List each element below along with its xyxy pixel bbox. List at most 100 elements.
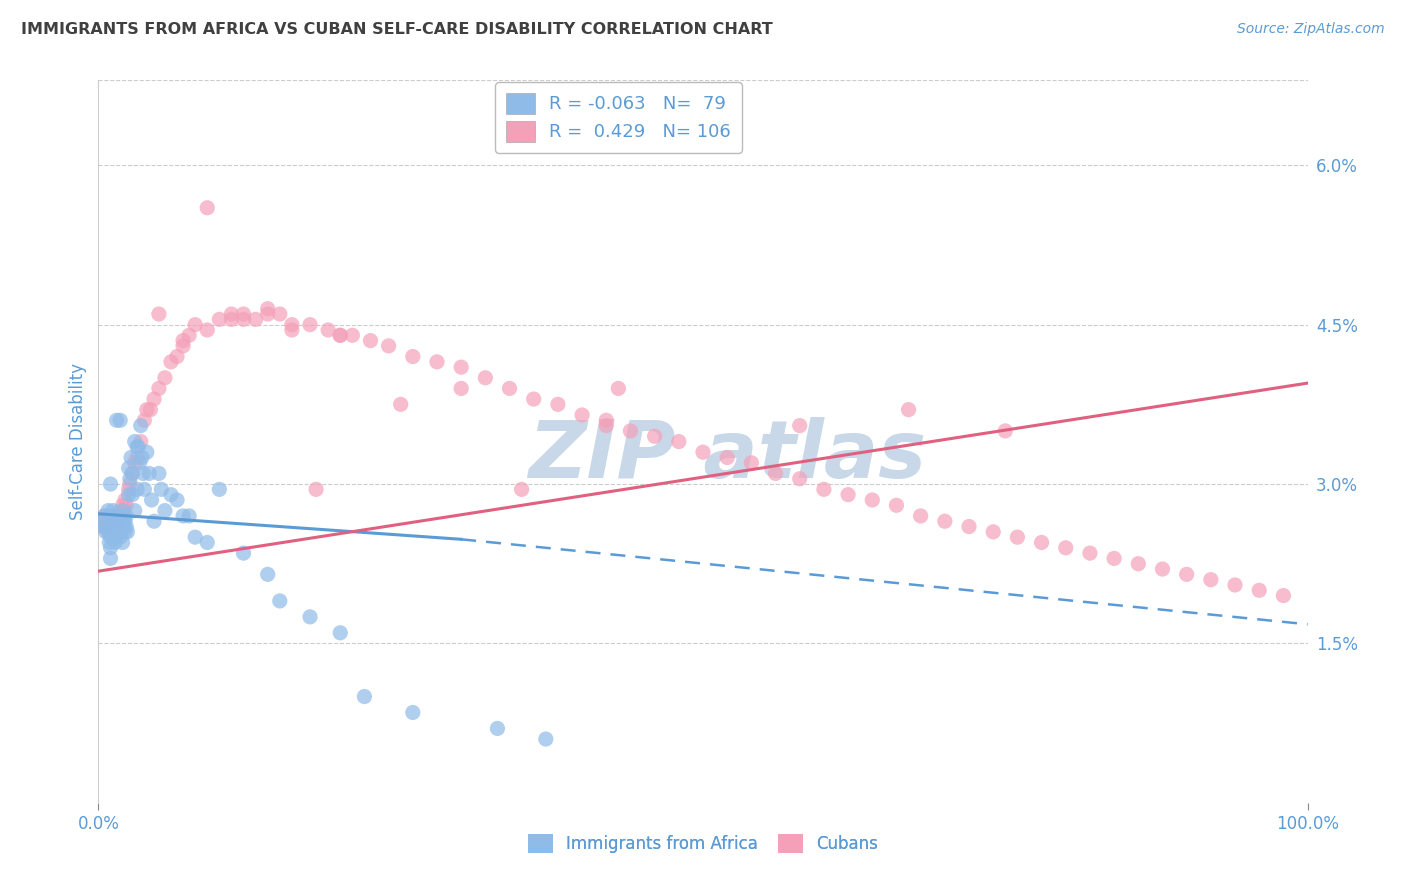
Point — [127, 483, 149, 497]
Point — [103, 514, 125, 528]
Point — [789, 472, 811, 486]
Point — [138, 467, 160, 481]
Point — [115, 508, 138, 523]
Point — [166, 493, 188, 508]
Point — [360, 334, 382, 348]
Point — [195, 535, 218, 549]
Point — [121, 467, 143, 481]
Point — [118, 483, 141, 497]
Point — [124, 434, 146, 449]
Point — [837, 488, 859, 502]
Point — [1272, 589, 1295, 603]
Point — [101, 519, 124, 533]
Point — [148, 467, 170, 481]
Point — [111, 503, 134, 517]
Point — [110, 524, 132, 539]
Point — [1078, 546, 1101, 560]
Point — [124, 456, 146, 470]
Point — [114, 524, 136, 539]
Point — [135, 402, 157, 417]
Point — [208, 483, 231, 497]
Point — [115, 498, 138, 512]
Point — [100, 477, 122, 491]
Point — [1054, 541, 1077, 555]
Point — [115, 519, 138, 533]
Point — [329, 625, 352, 640]
Point — [1128, 557, 1150, 571]
Point — [107, 508, 129, 523]
Point — [160, 488, 183, 502]
Point — [910, 508, 932, 523]
Text: Source: ZipAtlas.com: Source: ZipAtlas.com — [1237, 22, 1385, 37]
Point — [139, 402, 162, 417]
Point — [118, 472, 141, 486]
Point — [129, 418, 152, 433]
Point — [195, 201, 218, 215]
Point — [97, 524, 120, 539]
Point — [127, 440, 149, 454]
Point — [934, 514, 956, 528]
Point — [93, 508, 115, 523]
Point — [104, 519, 127, 533]
Point — [1199, 573, 1222, 587]
Point — [179, 328, 201, 343]
Point — [813, 483, 835, 497]
Point — [716, 450, 738, 465]
Point — [111, 498, 134, 512]
Point — [860, 493, 883, 508]
Point — [450, 381, 472, 395]
Point — [98, 514, 121, 528]
Point — [101, 514, 124, 528]
Point — [104, 535, 127, 549]
Point — [91, 519, 114, 533]
Point — [114, 493, 136, 508]
Point — [97, 503, 120, 517]
Text: ZIP atlas: ZIP atlas — [529, 417, 927, 495]
Point — [91, 519, 114, 533]
Y-axis label: Self-Care Disability: Self-Care Disability — [69, 363, 87, 520]
Point — [111, 535, 134, 549]
Point — [148, 381, 170, 395]
Point — [94, 524, 117, 539]
Point — [547, 397, 569, 411]
Point — [129, 434, 152, 449]
Point — [1175, 567, 1198, 582]
Point — [789, 418, 811, 433]
Point — [316, 323, 339, 337]
Point — [98, 535, 121, 549]
Point — [108, 503, 131, 517]
Point — [160, 355, 183, 369]
Point — [127, 440, 149, 454]
Point — [172, 339, 194, 353]
Point — [118, 488, 141, 502]
Point — [184, 318, 207, 332]
Point — [281, 323, 304, 337]
Point — [128, 456, 150, 470]
Point — [132, 467, 155, 481]
Point — [105, 413, 128, 427]
Point — [153, 503, 176, 517]
Point — [112, 503, 135, 517]
Point — [269, 594, 291, 608]
Point — [474, 371, 496, 385]
Point — [221, 307, 243, 321]
Point — [195, 323, 218, 337]
Point — [108, 508, 131, 523]
Point — [153, 371, 176, 385]
Point — [1249, 583, 1271, 598]
Point — [143, 514, 166, 528]
Point — [353, 690, 375, 704]
Point — [897, 402, 920, 417]
Point — [534, 732, 557, 747]
Point — [105, 508, 128, 523]
Point — [120, 450, 142, 465]
Point — [765, 467, 787, 481]
Point — [571, 408, 593, 422]
Point — [498, 381, 520, 395]
Legend: Immigrants from Africa, Cubans: Immigrants from Africa, Cubans — [522, 827, 884, 860]
Point — [644, 429, 666, 443]
Point — [100, 551, 122, 566]
Point — [692, 445, 714, 459]
Point — [595, 418, 617, 433]
Point — [981, 524, 1004, 539]
